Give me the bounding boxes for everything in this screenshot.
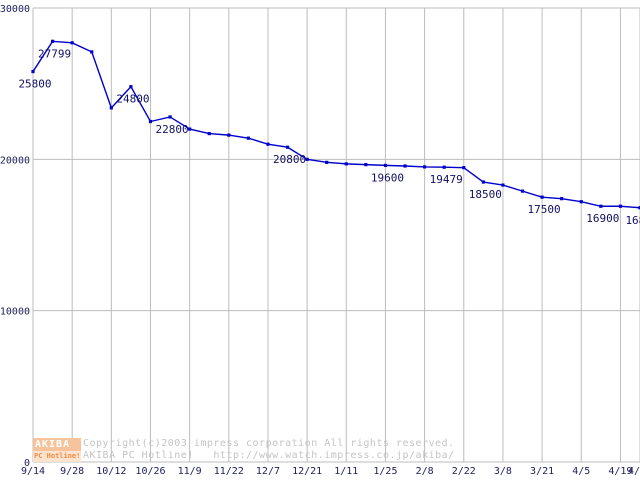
svg-text:3/8: 3/8 (494, 466, 512, 477)
svg-text:1/11: 1/11 (334, 466, 358, 477)
svg-text:16800: 16800 (625, 214, 640, 227)
svg-text:12/21: 12/21 (292, 466, 322, 477)
svg-text:24800: 24800 (116, 93, 149, 106)
y-axis-tick-labels: 0 10000 20000 30000 (0, 4, 30, 469)
svg-text:27799: 27799 (38, 47, 71, 60)
svg-text:11/9: 11/9 (178, 466, 202, 477)
svg-text:25800: 25800 (18, 78, 51, 91)
svg-text:0: 0 (24, 458, 30, 469)
svg-text:17500: 17500 (528, 203, 561, 216)
svg-text:16900: 16900 (586, 212, 619, 225)
svg-text:30000: 30000 (0, 4, 30, 15)
svg-text:4/19: 4/19 (608, 466, 632, 477)
svg-text:10/26: 10/26 (135, 466, 165, 477)
price-point-labels: 25800 27799 24800 22800 20800 19600 19479 18500… (18, 47, 640, 226)
svg-text:11/22: 11/22 (214, 466, 244, 477)
svg-text:20800: 20800 (273, 153, 306, 166)
svg-text:3/21: 3/21 (530, 466, 554, 477)
svg-text:2/8: 2/8 (416, 466, 434, 477)
svg-text:2/22: 2/22 (452, 466, 476, 477)
svg-text:19479: 19479 (430, 173, 463, 186)
price-series-line (32, 40, 640, 209)
svg-text:19600: 19600 (371, 171, 404, 184)
svg-text:4/26: 4/26 (628, 466, 640, 477)
chart-gridlines (32, 7, 640, 462)
chart-axes (32, 8, 640, 463)
svg-text:22800: 22800 (156, 123, 189, 136)
svg-text:9/14: 9/14 (21, 466, 45, 477)
svg-text:12/7: 12/7 (256, 466, 280, 477)
svg-text:4/5: 4/5 (572, 466, 590, 477)
svg-text:9/28: 9/28 (60, 466, 84, 477)
x-axis-tick-labels: 9/14 9/28 10/12 10/26 11/9 11/22 12/7 12/21 1/11… (21, 466, 640, 477)
svg-text:1/25: 1/25 (373, 466, 397, 477)
svg-text:10000: 10000 (0, 307, 30, 318)
svg-text:20000: 20000 (0, 155, 30, 166)
price-series-markers (31, 39, 640, 210)
svg-text:10/12: 10/12 (96, 466, 126, 477)
svg-text:18500: 18500 (469, 188, 502, 201)
